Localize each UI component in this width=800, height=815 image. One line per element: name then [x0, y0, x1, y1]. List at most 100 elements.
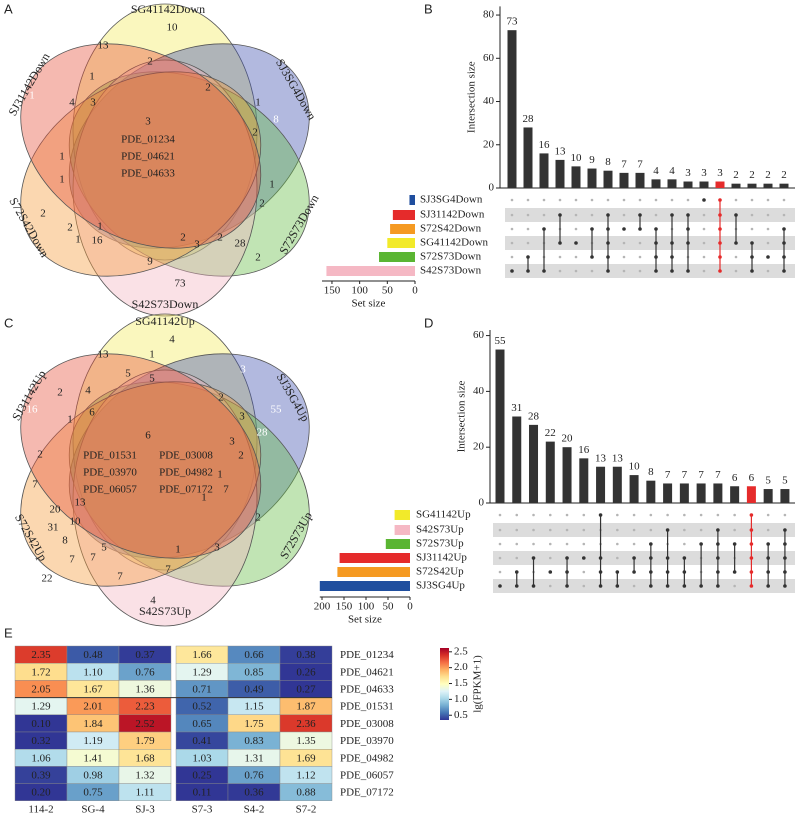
venn-region-count: 2 — [255, 512, 261, 524]
matrix-dot — [682, 584, 687, 588]
matrix-dot-empty — [532, 513, 535, 517]
matrix-dot-empty — [632, 584, 636, 588]
venn-region-count: 13 — [98, 349, 110, 361]
matrix-dot-empty — [622, 269, 626, 273]
colorbar-tick-label: 2.5 — [454, 645, 468, 657]
matrix-dot-empty — [515, 542, 519, 546]
venn-region-count: 2 — [252, 127, 258, 139]
set-size-bar — [319, 581, 410, 591]
colorbar-tick-label: 2.0 — [454, 661, 468, 673]
bar-value-label: 7 — [637, 158, 643, 170]
bar — [763, 183, 773, 188]
heatmap-value-label: 1.75 — [244, 718, 264, 730]
venn-region-count: 8 — [62, 535, 68, 547]
matrix-dot — [783, 570, 787, 574]
matrix-dot — [749, 513, 754, 517]
set-name: SG41142Down — [420, 237, 489, 249]
matrix-dot — [718, 213, 722, 217]
heatmap-value-label: 0.36 — [244, 787, 264, 799]
venn-region-count: 55 — [271, 404, 283, 416]
bar-value-label: 7 — [698, 469, 704, 481]
matrix-dot — [732, 570, 737, 574]
bar — [646, 480, 656, 503]
venn-region-count: 5 — [125, 368, 131, 380]
matrix-dot-empty — [622, 255, 626, 259]
venn-region-count: 1 — [97, 221, 103, 233]
matrix-dot-empty — [670, 198, 674, 202]
matrix-dot — [699, 584, 703, 588]
bar — [679, 483, 689, 503]
matrix-dot — [718, 255, 722, 259]
matrix-dot — [531, 556, 536, 560]
colorbar — [440, 648, 449, 720]
matrix-dot — [670, 255, 674, 259]
venn-region-count: 8 — [273, 114, 279, 126]
matrix-band — [505, 236, 795, 250]
set-size-bar — [409, 195, 415, 205]
matrix-dot — [531, 584, 536, 588]
heatmap-value-label: 1.84 — [83, 718, 103, 730]
matrix-dot-empty — [548, 556, 552, 560]
matrix-dot — [783, 584, 787, 588]
bar-value-label: 9 — [589, 154, 595, 166]
heatmap-row-label: PDE_04621 — [340, 666, 394, 678]
set-size-bar — [385, 539, 410, 549]
y-tick-label: 80 — [483, 9, 495, 21]
venn-center-gene: PDE_06057 — [83, 484, 137, 496]
matrix-dot — [782, 241, 786, 245]
bar — [619, 172, 629, 188]
matrix-dot-empty — [515, 556, 519, 560]
venn-region-count: 16 — [92, 235, 104, 247]
matrix-dot-empty — [498, 528, 502, 532]
matrix-dot — [514, 584, 519, 588]
heatmap-value-label: 1.19 — [83, 735, 103, 747]
venn-region-count: 7 — [223, 484, 229, 496]
matrix-dot-empty — [616, 542, 619, 546]
venn-region-count: 3 — [145, 116, 151, 128]
y-tick-label: 40 — [483, 95, 495, 107]
matrix-dot-empty — [515, 513, 519, 517]
matrix-dot-empty — [622, 213, 626, 217]
heatmap-value-label: 0.83 — [244, 735, 264, 747]
matrix-dot — [649, 556, 653, 560]
venn-region-count: 1 — [89, 71, 95, 83]
bar-value-label: 5 — [765, 475, 771, 487]
bar — [667, 179, 677, 188]
bar — [635, 172, 645, 188]
heatmap-value-label: 1.41 — [83, 752, 102, 764]
matrix-dot-empty — [548, 542, 552, 546]
colorbar-tick-label: 1.5 — [454, 677, 468, 689]
matrix-dot — [615, 584, 620, 588]
matrix-dot-empty — [638, 255, 642, 259]
bar-value-label: 13 — [555, 145, 567, 157]
set-size-bar — [387, 238, 415, 248]
matrix-dot-empty — [574, 198, 578, 202]
bar-value-label: 3 — [685, 167, 691, 179]
matrix-dot — [654, 255, 658, 259]
heatmap-column-label: S7-3 — [192, 803, 213, 815]
matrix-dot-empty — [686, 198, 690, 202]
matrix-dot — [734, 213, 738, 217]
heatmap-value-label: 0.71 — [192, 684, 211, 696]
matrix-dot-empty — [766, 241, 770, 245]
venn-region-count: 3 — [240, 364, 246, 376]
bar — [731, 183, 741, 188]
matrix-dot-empty — [654, 198, 658, 202]
set-name: S72S42Down — [420, 223, 482, 235]
bar-value-label: 8 — [648, 466, 654, 478]
matrix-dot — [750, 241, 754, 245]
panel-label: C — [4, 315, 13, 330]
venn-region-count: 2 — [147, 56, 153, 68]
matrix-dot-empty — [574, 227, 578, 231]
venn-region-count: 3 — [194, 239, 200, 251]
venn-region-count: 1 — [255, 97, 261, 109]
bar — [715, 181, 725, 188]
matrix-dot — [606, 255, 610, 259]
venn-region-count: 10 — [70, 516, 82, 528]
matrix-dot-empty — [782, 213, 786, 217]
heatmap-value-label: 0.65 — [192, 718, 212, 730]
matrix-dot — [606, 213, 610, 217]
heatmap-value-label: 1.29 — [192, 666, 212, 678]
matrix-dot-empty — [683, 542, 686, 546]
bar — [713, 483, 723, 503]
